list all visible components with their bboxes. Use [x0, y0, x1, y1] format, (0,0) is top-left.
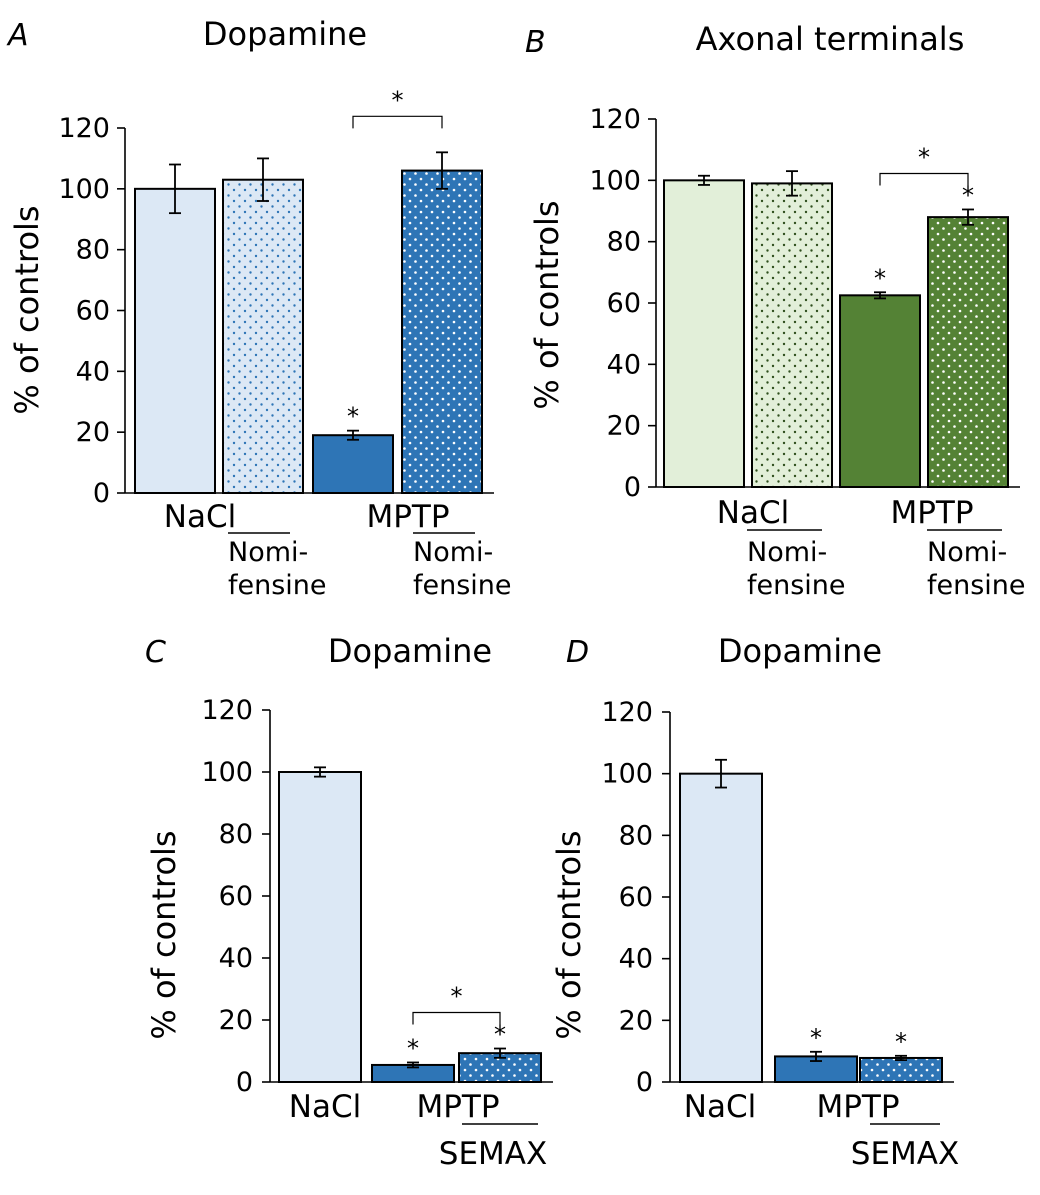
bracket-star: * — [918, 143, 930, 171]
y-axis: 0 20 40 60 80 100 120 — [58, 113, 494, 509]
y-tick-label: 120 — [601, 697, 653, 728]
y-axis-label: % of controls — [528, 200, 566, 409]
bar-fill — [279, 772, 361, 1082]
y-tick-label: 20 — [76, 417, 110, 448]
y-tick-label: 60 — [76, 296, 110, 327]
bar-fill — [372, 1064, 454, 1082]
y-tick-label: 100 — [201, 757, 253, 788]
y-tick-label: 120 — [58, 113, 110, 144]
bar-fill — [840, 295, 920, 487]
y-tick-label: 0 — [236, 1067, 253, 1098]
chart-title: Dopamine — [718, 632, 882, 670]
bar-pattern — [860, 1057, 942, 1082]
y-tick-label: 120 — [201, 695, 253, 726]
bars: ** — [663, 170, 1009, 489]
y-tick-label: 100 — [589, 165, 641, 196]
group-label-mptp: MPTP — [416, 1089, 499, 1125]
chart-title: Dopamine — [328, 632, 492, 670]
sub-label-nomifensine-2-line2: fensine — [413, 570, 512, 601]
sub-label-semax: SEMAX — [851, 1136, 959, 1172]
significance-star: * — [347, 403, 359, 431]
panel-letter: C — [145, 635, 166, 670]
sub-label-nomifensine-1: Nomi- — [228, 537, 308, 568]
sub-label-nomifensine-1: Nomi- — [747, 537, 827, 568]
y-tick-label: 100 — [601, 759, 653, 790]
bracket-line — [412, 1011, 501, 1025]
y-axis-label: % of controls — [8, 205, 46, 414]
panel-d: D Dopamine % of controls 0 20 40 60 80 100 120… — [550, 632, 959, 1172]
panel-letter: B — [525, 25, 546, 60]
y-tick-label: 100 — [58, 174, 110, 205]
bar-fill — [680, 773, 762, 1082]
y-tick-label: 60 — [607, 288, 641, 319]
panel-letter: A — [6, 18, 29, 53]
panel-letter: D — [566, 635, 589, 670]
y-tick-label: 20 — [607, 411, 641, 442]
y-tick-label: 80 — [619, 820, 653, 851]
sub-label-nomifensine-2-line2: fensine — [927, 570, 1026, 601]
bar-pattern — [402, 170, 482, 494]
significance-bracket: * — [879, 143, 969, 186]
y-axis-label: % of controls — [550, 830, 588, 1039]
significance-star: * — [874, 264, 886, 292]
bar-fill — [313, 435, 393, 493]
bracket-line — [352, 115, 443, 129]
y-tick-label: 60 — [219, 881, 253, 912]
sub-label-nomifensine-1-line2: fensine — [747, 570, 846, 601]
y-tick-label: 40 — [607, 349, 641, 380]
group-label-mptp: MPTP — [366, 499, 449, 535]
group-label-mptp: MPTP — [890, 495, 973, 531]
panel-c: C Dopamine % of controls 0 20 40 60 80 100 120… — [145, 632, 553, 1172]
group-label-mptp: MPTP — [816, 1089, 899, 1125]
y-axis: 0 20 40 60 80 100 120 — [589, 104, 1020, 503]
y-tick-label: 40 — [76, 356, 110, 387]
y-tick-label: 80 — [76, 235, 110, 266]
bracket-star: * — [392, 86, 404, 114]
bar-pattern — [928, 217, 1008, 487]
bracket-star: * — [451, 983, 463, 1011]
group-label-nacl: NaCl — [717, 495, 789, 531]
significance-star: * — [494, 1021, 506, 1049]
chart-title: Axonal terminals — [696, 20, 965, 58]
significance-bracket: * — [412, 983, 501, 1025]
bars: * — [134, 151, 483, 495]
bar-pattern — [223, 179, 303, 494]
y-tick-label: 40 — [219, 943, 253, 974]
bars: ** — [679, 758, 943, 1084]
significance-star: * — [962, 181, 974, 209]
significance-star: * — [810, 1024, 822, 1052]
y-tick-label: 20 — [619, 1005, 653, 1036]
significance-star: * — [895, 1028, 907, 1056]
panel-b: B Axonal terminals % of controls 0 20 40 60… — [525, 20, 1026, 601]
bracket-line — [879, 172, 969, 186]
bar-fill — [135, 188, 215, 494]
panel-a: A Dopamine % of controls 0 20 40 60 80 100 120… — [6, 15, 512, 601]
sub-label-nomifensine-2: Nomi- — [927, 537, 1007, 568]
y-tick-label: 0 — [93, 478, 110, 509]
sub-label-nomifensine-2: Nomi- — [413, 537, 493, 568]
bar-fill — [664, 180, 744, 488]
y-tick-label: 120 — [589, 104, 641, 135]
y-tick-label: 40 — [619, 944, 653, 975]
y-tick-label: 60 — [619, 882, 653, 913]
group-label-nacl: NaCl — [289, 1089, 361, 1125]
y-tick-label: 80 — [607, 227, 641, 258]
y-tick-label: 80 — [219, 819, 253, 850]
y-axis: 0 20 40 60 80 100 120 — [601, 697, 954, 1098]
sub-label-semax: SEMAX — [439, 1136, 547, 1172]
significance-bracket: * — [352, 86, 443, 129]
y-tick-label: 0 — [624, 472, 641, 503]
y-tick-label: 0 — [636, 1067, 653, 1098]
y-tick-label: 20 — [219, 1005, 253, 1036]
bar-pattern — [752, 183, 832, 487]
chart-title: Dopamine — [203, 15, 367, 53]
sub-label-nomifensine-1-line2: fensine — [228, 570, 327, 601]
significance-star: * — [407, 1034, 419, 1062]
group-label-nacl: NaCl — [684, 1089, 756, 1125]
group-label-nacl: NaCl — [164, 499, 236, 535]
y-axis-label: % of controls — [145, 830, 183, 1039]
bars: ** — [278, 766, 542, 1084]
